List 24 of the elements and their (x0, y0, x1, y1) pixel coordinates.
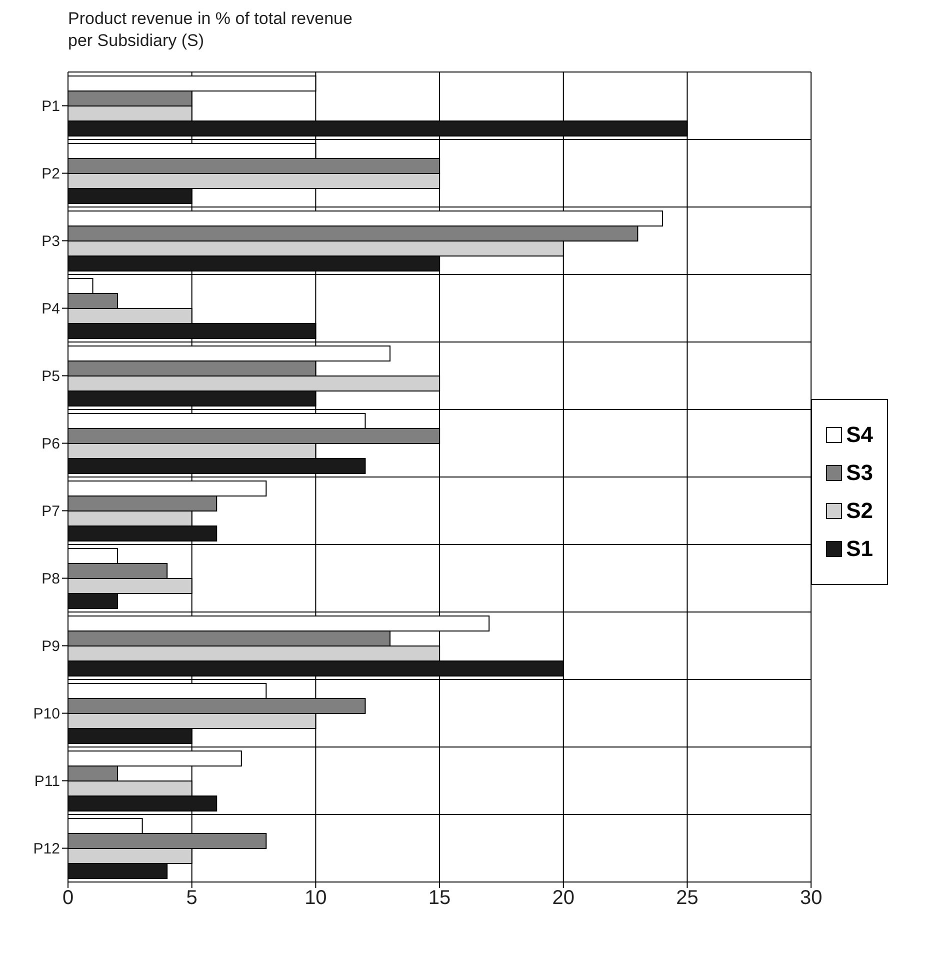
y-tick-label: P10 (33, 706, 60, 723)
x-tick-label: 20 (552, 887, 575, 910)
y-tick-label: P2 (42, 166, 60, 183)
x-tick-label: 30 (800, 887, 822, 910)
x-tick-label: 0 (62, 887, 74, 910)
y-tick-label: P9 (42, 638, 60, 656)
x-tick-label: 15 (428, 887, 451, 910)
y-tick-label: P12 (33, 840, 60, 858)
x-tick-label: 25 (676, 887, 698, 910)
legend-label: S2 (846, 498, 873, 524)
y-tick-label: P8 (42, 570, 60, 588)
y-tick-label: P1 (42, 98, 60, 116)
legend-label: S4 (846, 422, 873, 448)
chart-title: Product revenue in % of total revenue per Subsidiary (S) (68, 8, 354, 52)
y-tick-label: P3 (42, 233, 60, 250)
y-tick-label: P4 (42, 300, 60, 318)
y-tick-label: P7 (42, 503, 60, 520)
x-tick-label: 5 (186, 887, 198, 910)
x-tick-label: 10 (304, 887, 327, 910)
y-tick-label: P6 (42, 436, 60, 453)
legend-label: S3 (846, 460, 873, 486)
legend-label: S1 (846, 536, 873, 562)
y-tick-label: P5 (42, 368, 60, 386)
y-tick-label: P11 (34, 773, 60, 790)
